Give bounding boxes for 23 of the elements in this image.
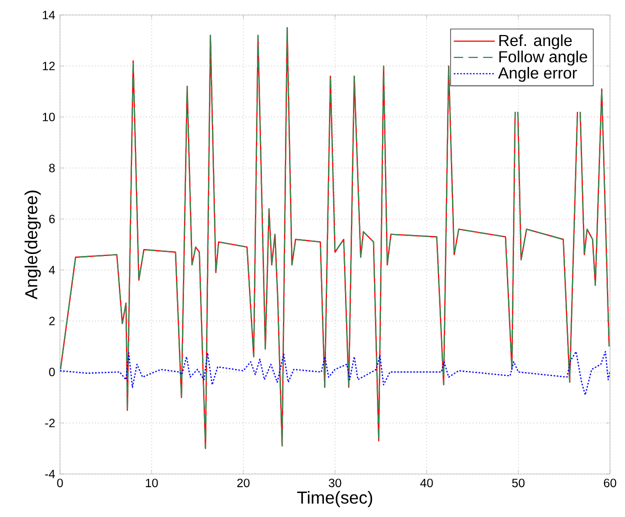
x-axis-title: Time(sec) [297,491,372,508]
x-tick-label: 10 [146,478,158,488]
y-tick-label: 14 [42,10,55,20]
y-tick-label: 12 [42,62,55,70]
legend-label: Follow angle [499,50,588,66]
y-tick-label: 6 [49,214,55,224]
y-tick-label: 0 [49,368,55,376]
y-axis-title: Angle(degree) [24,190,41,300]
x-tick-label: 60 [604,478,616,488]
y-tick-label: -4 [45,470,55,478]
x-tick-label: 20 [237,478,250,488]
x-tick-label: 30 [328,478,342,488]
y-tick-label: 2 [49,316,55,326]
x-tick-label: 40 [420,478,433,488]
x-tick-label: 50 [512,478,525,488]
y-tick-label: -2 [45,418,55,428]
x-tick-label: 0 [57,478,63,488]
y-tick-label: 10 [42,112,55,122]
y-tick-label: 8 [49,164,55,172]
legend-label: Angle error [498,66,577,82]
legend-label: Ref. angle [499,34,572,50]
line-series [60,350,610,396]
y-tick-label: 4 [48,266,55,274]
